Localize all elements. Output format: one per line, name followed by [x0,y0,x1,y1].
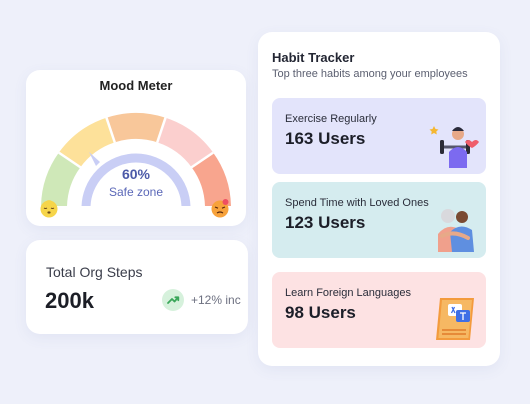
gauge-needle-icon [89,152,100,166]
mood-value: 60% [121,166,151,182]
habit-item-exercise[interactable]: Exercise Regularly 163 Users [272,98,486,174]
gauge-segment-2 [59,117,116,168]
mood-gauge [41,113,231,206]
habit-count: 123 Users [285,213,366,232]
habit-count: 98 Users [285,303,356,322]
habit-label: Spend Time with Loved Ones [285,197,429,209]
steps-value: 200k [45,288,94,313]
sleepy-face-icon [40,200,58,218]
mood-meter-title: Mood Meter [99,78,173,93]
gauge-inner-arc [81,153,191,206]
trend-text: +12% inc [191,293,241,307]
mood-meter-card: Mood Meter 60% Safe zone [26,70,246,226]
mood-caption: Safe zone [108,185,164,199]
translate-book-icon [436,298,474,340]
hugging-people-icon [438,209,474,252]
trending-up-icon [167,296,180,304]
steps-title: Total Org Steps [46,264,143,280]
habit-item-languages[interactable]: Learn Foreign Languages 98 Users [272,272,486,348]
gauge-segment-3 [106,113,166,143]
habit-label: Exercise Regularly [285,113,377,125]
habit-label: Learn Foreign Languages [285,287,411,299]
dumbbell-person-icon [429,126,479,168]
habit-tracker-subtitle: Top three habits among your employees [272,68,468,80]
gauge-segment-4 [156,117,213,168]
habit-tracker-title: Habit Tracker [272,50,355,65]
trend-badge [162,289,184,311]
habit-tracker-card: Habit Tracker Top three habits among you… [258,32,500,366]
org-steps-card: Total Org Steps 200k +12% inc [26,240,248,334]
angry-face-icon [211,199,229,218]
habit-item-loved-ones[interactable]: Spend Time with Loved Ones 123 Users [272,182,486,258]
habit-count: 163 Users [285,129,366,148]
